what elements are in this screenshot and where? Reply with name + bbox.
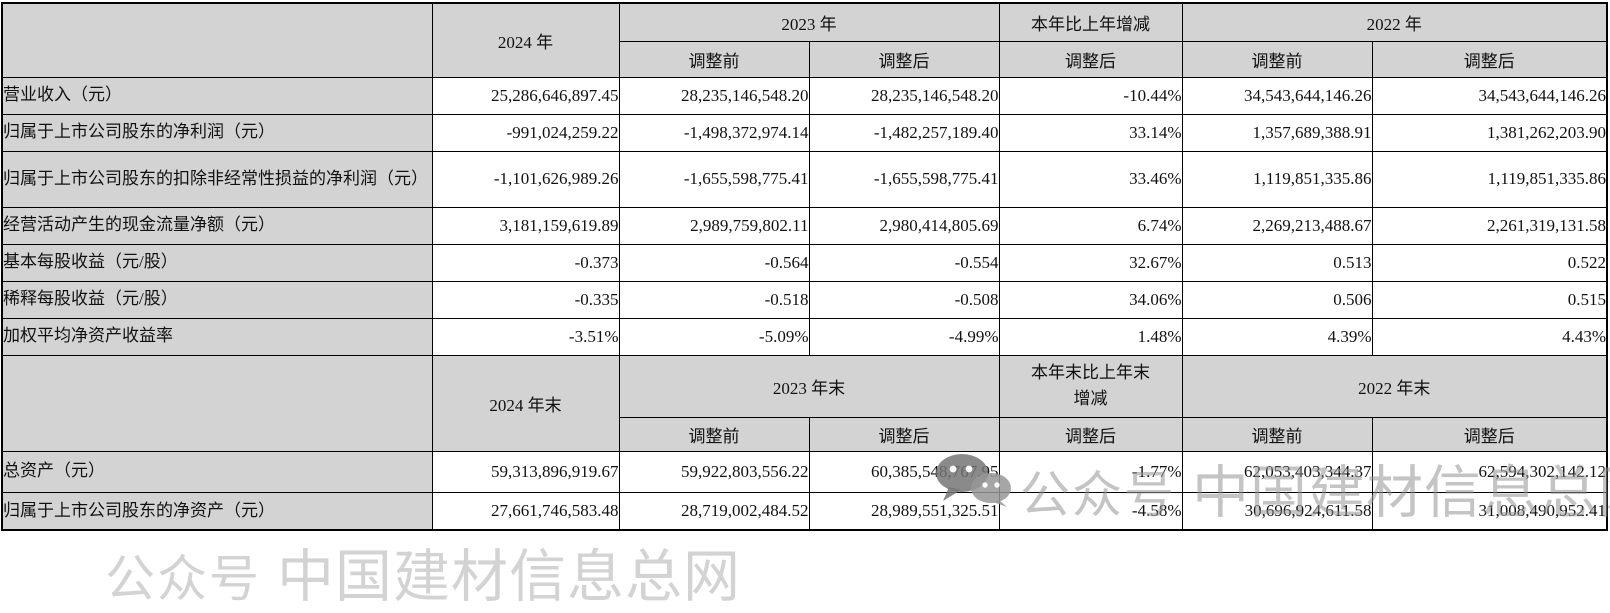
header-year-2024: 2024 年 (431, 2, 620, 78)
cell-change: 6.74% (998, 206, 1183, 245)
cell-change: 34.06% (998, 280, 1183, 319)
cell-2024: -0.335 (431, 280, 620, 319)
cell-2024end: 59,313,896,919.67 (431, 450, 620, 493)
cell-2022-before: 1,119,851,335.86 (1181, 150, 1373, 208)
cell-2024: -991,024,259.22 (431, 113, 620, 152)
table-row: 营业收入（元） 25,286,646,897.45 28,235,146,548… (1, 76, 1608, 115)
cell-2023-after: 28,235,146,548.20 (808, 76, 1000, 115)
table-row: 归属于上市公司股东的净资产（元） 27,661,746,583.48 28,71… (1, 491, 1608, 531)
cell-2022end-after: 31,008,490,952.41 (1371, 491, 1608, 531)
cell-2022-after: 1,381,262,203.90 (1371, 113, 1608, 152)
cell-2022end-before: 62,053,403,344.37 (1181, 450, 1373, 493)
header-2022end-post-adjust: 调整后 (1371, 416, 1608, 452)
header-year-2023: 2023 年 (618, 2, 1000, 42)
header-2022-post-adjust: 调整后 (1371, 40, 1608, 78)
cell-2023end-before: 28,719,002,484.52 (618, 491, 810, 531)
cell-2022-after: 4.43% (1371, 317, 1608, 356)
cell-2023end-after: 28,989,551,325.51 (808, 491, 1000, 531)
cell-2023-after: -0.554 (808, 243, 1000, 282)
cell-2023end-after: 60,385,548,767.95 (808, 450, 1000, 493)
cell-2022-before: 34,543,644,146.26 (1181, 76, 1373, 115)
cell-endchange: -4.58% (998, 491, 1183, 531)
row-label: 归属于上市公司股东的扣除非经常性损益的净利润（元） (1, 150, 433, 208)
header-2023-post-adjust: 调整后 (808, 40, 1000, 78)
financial-summary-table: 2024 年 2023 年 本年比上年增减 2022 年 调整前 调整后 调整后… (1, 2, 1608, 531)
header-2023end-pre-adjust: 调整前 (618, 416, 810, 452)
header-yearend-2023: 2023 年末 (618, 354, 1000, 418)
cell-2022end-before: 30,696,924,611.58 (1181, 491, 1373, 531)
row-label: 基本每股收益（元/股） (1, 243, 433, 282)
cell-2023-before: 2,989,759,802.11 (618, 206, 810, 245)
watermark-partial: 公众号 中国建材信息总网 (105, 531, 741, 613)
cell-2022-before: 2,269,213,488.67 (1181, 206, 1373, 245)
cell-2022end-after: 62,594,302,142.12 (1371, 450, 1608, 493)
header-2022end-pre-adjust: 调整前 (1181, 416, 1373, 452)
cell-2022-before: 1,357,689,388.91 (1181, 113, 1373, 152)
table-row: 加权平均净资产收益率 -3.51% -5.09% -4.99% 1.48% 4.… (1, 317, 1608, 356)
header-yoy-change: 本年比上年增减 (998, 2, 1183, 42)
cell-2024: -1,101,626,989.26 (431, 150, 620, 208)
cell-2022-before: 4.39% (1181, 317, 1373, 356)
watermark-prefix: 公众号 (105, 551, 261, 607)
cell-2024: -3.51% (431, 317, 620, 356)
cell-2023-before: 28,235,146,548.20 (618, 76, 810, 115)
cell-2022-after: 0.515 (1371, 280, 1608, 319)
header-yearend-2022: 2022 年末 (1181, 354, 1608, 418)
cell-2023-after: -4.99% (808, 317, 1000, 356)
cell-change: 33.14% (998, 113, 1183, 152)
cell-2023-before: -5.09% (618, 317, 810, 356)
cell-2022-after: 0.522 (1371, 243, 1608, 282)
cell-2022-before: 0.513 (1181, 243, 1373, 282)
row-label: 总资产（元） (1, 450, 433, 493)
row-label: 稀释每股收益（元/股） (1, 280, 433, 319)
table-row: 总资产（元） 59,313,896,919.67 59,922,803,556.… (1, 450, 1608, 493)
cell-2023-after: -0.508 (808, 280, 1000, 319)
header-endchange-post-adjust: 调整后 (998, 416, 1183, 452)
row-label: 经营活动产生的现金流量净额（元） (1, 206, 433, 245)
table-row: 经营活动产生的现金流量净额（元） 3,181,159,619.89 2,989,… (1, 206, 1608, 245)
cell-2024end: 27,661,746,583.48 (431, 491, 620, 531)
table-row: 归属于上市公司股东的净利润（元） -991,024,259.22 -1,498,… (1, 113, 1608, 152)
corner-cell-annual (1, 2, 433, 78)
table-row: 稀释每股收益（元/股） -0.335 -0.518 -0.508 34.06% … (1, 280, 1608, 319)
cell-2023-after: -1,482,257,189.40 (808, 113, 1000, 152)
cell-2024: 25,286,646,897.45 (431, 76, 620, 115)
header-2023end-post-adjust: 调整后 (808, 416, 1000, 452)
cell-change: 32.67% (998, 243, 1183, 282)
cell-2022-before: 0.506 (1181, 280, 1373, 319)
cell-2023-before: -1,498,372,974.14 (618, 113, 810, 152)
cell-change: 33.46% (998, 150, 1183, 208)
cell-2022-after: 2,261,319,131.58 (1371, 206, 1608, 245)
header-2022-pre-adjust: 调整前 (1181, 40, 1373, 78)
cell-endchange: -1.77% (998, 450, 1183, 493)
cell-2023-before: -0.564 (618, 243, 810, 282)
row-label: 归属于上市公司股东的净资产（元） (1, 491, 433, 531)
header-yearend-2024: 2024 年末 (431, 354, 620, 452)
cell-2023end-before: 59,922,803,556.22 (618, 450, 810, 493)
header-yearend-change: 本年末比上年末增减 (998, 354, 1183, 418)
cell-2023-after: -1,655,598,775.41 (808, 150, 1000, 208)
header-change-post-adjust: 调整后 (998, 40, 1183, 78)
row-label: 归属于上市公司股东的净利润（元） (1, 113, 433, 152)
watermark-name: 中国建材信息总网 (277, 546, 741, 609)
cell-2022-after: 34,543,644,146.26 (1371, 76, 1608, 115)
cell-2022-after: 1,119,851,335.86 (1371, 150, 1608, 208)
cell-2023-before: -0.518 (618, 280, 810, 319)
header-2023-pre-adjust: 调整前 (618, 40, 810, 78)
row-label: 营业收入（元） (1, 76, 433, 115)
cell-2024: 3,181,159,619.89 (431, 206, 620, 245)
table-row: 归属于上市公司股东的扣除非经常性损益的净利润（元） -1,101,626,989… (1, 150, 1608, 208)
cell-change: -10.44% (998, 76, 1183, 115)
header-year-2022: 2022 年 (1181, 2, 1608, 42)
cell-2024: -0.373 (431, 243, 620, 282)
row-label: 加权平均净资产收益率 (1, 317, 433, 356)
corner-cell-yearend (1, 354, 433, 452)
table-row: 基本每股收益（元/股） -0.373 -0.564 -0.554 32.67% … (1, 243, 1608, 282)
cell-2023-before: -1,655,598,775.41 (618, 150, 810, 208)
cell-2023-after: 2,980,414,805.69 (808, 206, 1000, 245)
cell-change: 1.48% (998, 317, 1183, 356)
